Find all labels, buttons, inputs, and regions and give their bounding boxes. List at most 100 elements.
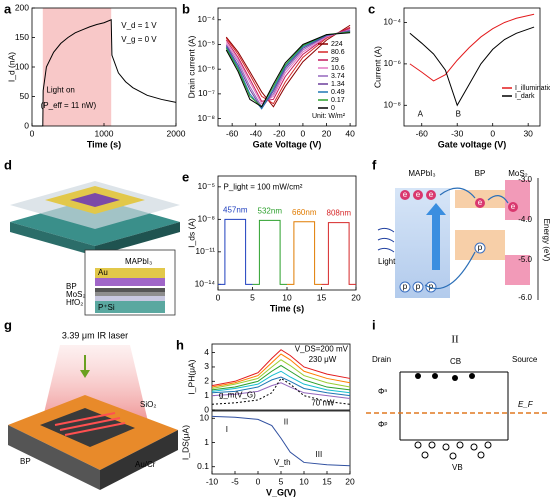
substrate-side	[95, 222, 180, 256]
x-tick-label: -5	[231, 476, 239, 486]
y-tick-label: 0	[24, 120, 29, 130]
y-tick-label: 2	[204, 376, 209, 386]
plot-frame	[211, 343, 351, 411]
hole	[470, 443, 478, 451]
hole	[442, 443, 450, 451]
x-tick-label: 0	[30, 128, 35, 138]
y-tick-label: 10⁻⁴	[197, 14, 215, 24]
panel-label: d	[4, 157, 12, 172]
hole	[425, 281, 437, 293]
y-tick-label: 10⁻⁵	[198, 181, 215, 191]
x-tick-label: 0	[216, 292, 221, 302]
y-tick-label: 200	[15, 2, 29, 12]
series-line	[225, 30, 351, 110]
mapbi-layer	[95, 278, 165, 286]
label: Φᵖ	[378, 420, 387, 429]
y-tick-label: 10⁻⁶	[198, 63, 215, 73]
legend-label: 3.74	[331, 73, 345, 80]
legend-label: 224	[331, 41, 343, 48]
x-tick-label: 20	[345, 476, 355, 486]
annotation: V_g = 0 V	[121, 35, 157, 44]
electron-label: e	[429, 190, 434, 199]
si-layer	[95, 301, 165, 313]
series-line	[252, 219, 287, 285]
series-line	[409, 26, 535, 107]
y-axis-label: Current (A)	[372, 46, 382, 88]
label: Au	[98, 268, 108, 277]
x-axis-label: Gate Voltage (V)	[253, 139, 322, 149]
label: BP	[475, 169, 486, 178]
label: Drain	[372, 355, 391, 364]
x-axis-label: Time (s)	[87, 139, 121, 149]
legend-label: I_illumination	[515, 85, 550, 92]
x-tick-label: 15	[322, 476, 332, 486]
series-line	[211, 353, 351, 388]
x-tick-label: 10	[282, 292, 292, 302]
hole	[412, 281, 424, 293]
hole	[399, 281, 411, 293]
label: MoS₂	[66, 290, 86, 299]
x-tick-label: 5	[279, 476, 284, 486]
x-tick-label: -20	[273, 128, 286, 138]
series-line	[287, 221, 322, 285]
panel-label: a	[4, 1, 12, 16]
panel-label: h	[176, 337, 184, 352]
band	[395, 188, 450, 298]
label: SiO₂	[140, 400, 156, 409]
electron-label: e	[478, 198, 483, 207]
x-tick-label: 40	[345, 128, 355, 138]
y-tick-label: 10⁻⁸	[197, 113, 215, 123]
channel	[40, 408, 135, 447]
legend-label: 1.34	[331, 81, 345, 88]
y-tick-label: 1	[204, 437, 209, 447]
hole-label: p	[416, 282, 421, 291]
label: Source	[512, 355, 538, 364]
y-tick-label: 10⁻⁸	[197, 214, 215, 224]
label: MoS₂	[508, 169, 528, 178]
legend-label: 0.17	[331, 97, 345, 104]
y-tick-label: 150	[15, 32, 29, 42]
hole	[456, 441, 464, 449]
annotation: A	[418, 109, 424, 118]
legend-label: 29	[331, 57, 339, 64]
x-tick-label: 0	[490, 128, 495, 138]
label: MAPbI₃	[125, 257, 152, 266]
label: BP	[66, 282, 77, 291]
x-tick-label: 1000	[95, 128, 114, 138]
x-tick-label: -10	[206, 476, 219, 486]
annotation: 230 μW	[309, 355, 337, 364]
substrate-side	[100, 430, 178, 490]
panel-label: b	[182, 1, 190, 16]
label: VB	[452, 463, 463, 472]
series-line	[409, 13, 535, 82]
label: HfO₂	[66, 298, 83, 307]
tick-label: -5.0	[518, 255, 532, 264]
panel-label: f	[372, 157, 377, 172]
x-axis-label: Time (s)	[270, 303, 304, 313]
panel-label: g	[4, 317, 12, 332]
annotation: II	[284, 417, 288, 426]
hole	[474, 242, 486, 254]
y-tick-label: 10⁻¹¹	[195, 246, 215, 256]
mos2-layer	[95, 292, 165, 296]
annotation: Light on	[46, 86, 74, 95]
tick-label: -6.0	[518, 293, 532, 302]
electron	[432, 373, 438, 379]
y-tick-label: 1	[204, 390, 209, 400]
bp-flake	[54, 412, 126, 436]
x-tick-label: 20	[322, 128, 332, 138]
y-tick-label: 10	[200, 413, 210, 423]
annotation: V_d = 1 V	[121, 21, 157, 30]
hole	[421, 451, 429, 459]
series-line	[211, 415, 351, 467]
series-line	[225, 27, 351, 102]
x-tick-label: 15	[317, 292, 327, 302]
plot-frame	[403, 7, 541, 127]
x-axis-label: Gate voltage (V)	[438, 139, 507, 149]
label: Φⁿ	[378, 387, 387, 396]
au-layer	[95, 268, 165, 278]
plot-frame	[217, 7, 357, 127]
panel-d: d MAPbI₃ Au BP MoS₂ HfO₂ P⁺Si	[4, 157, 180, 316]
panel-label: c	[368, 1, 375, 16]
y-tick-label: 10⁻⁶	[384, 58, 401, 68]
